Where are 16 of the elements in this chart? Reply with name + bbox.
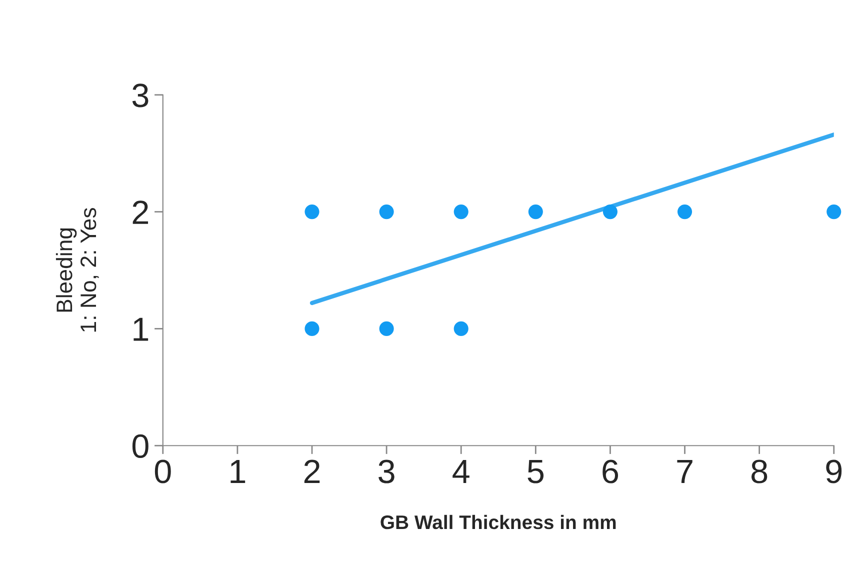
y-axis-title: Bleeding 1: No, 2: Yes: [56, 208, 99, 332]
y-tick-label: 0: [132, 434, 148, 458]
y-tick-label: 3: [132, 84, 148, 108]
x-tick-label: 6: [602, 460, 618, 484]
x-tick-label: 1: [230, 460, 246, 483]
y-tick-label: 2: [132, 200, 148, 224]
y-tick-label: 1: [134, 318, 148, 341]
x-tick-label: 8: [752, 460, 768, 484]
x-tick-label: 0: [154, 460, 171, 484]
x-tick-label: 9: [826, 460, 842, 484]
x-tick-label: 2: [304, 460, 320, 483]
x-tick-label: 4: [452, 460, 470, 483]
x-tick-label: 3: [378, 460, 394, 484]
x-axis-title: GB Wall Thickness in mm: [380, 514, 616, 530]
x-tick-label: 5: [528, 460, 544, 484]
x-tick-label: 7: [677, 460, 692, 483]
